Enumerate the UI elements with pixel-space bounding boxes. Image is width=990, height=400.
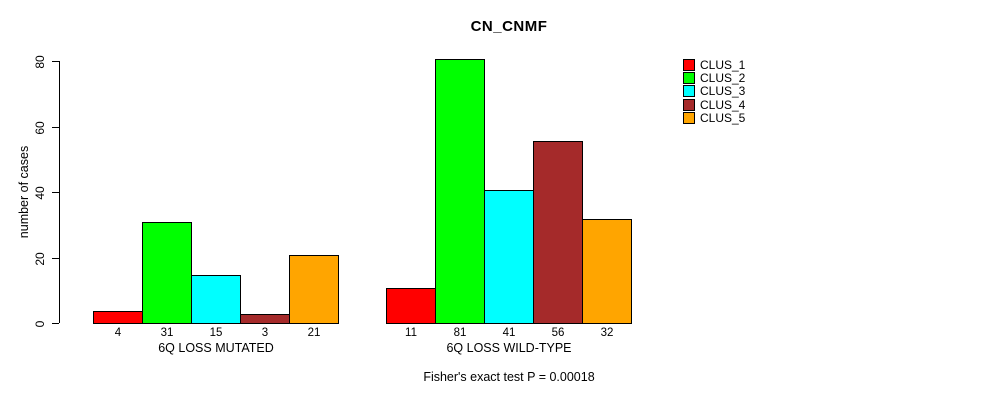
legend-item: CLUS_1 [683,57,746,72]
bar-clus_5-group2 [582,219,632,324]
bar-value-label: 56 [551,327,565,339]
bar-value-label: 4 [114,327,122,339]
bar-value-label: 3 [261,327,269,339]
legend-label: CLUS_1 [700,57,746,72]
y-tick [52,192,59,193]
bar-clus_2-group2 [435,59,485,324]
bar-value-label: 21 [307,327,321,339]
legend-swatch [683,98,695,111]
bar-value-label: 15 [209,327,223,339]
y-axis-label: number of cases [17,145,31,239]
legend-swatch [683,58,695,71]
y-axis-line [59,61,60,323]
legend-swatch [683,72,695,85]
bar-value-label: 32 [600,327,614,339]
legend-item: CLUS_2 [683,71,746,86]
bar-clus_4-group1 [240,314,290,324]
legend-swatch [683,85,695,98]
legend-label: CLUS_3 [700,84,746,99]
y-tick-label: 40 [33,185,47,200]
y-tick-label: 60 [33,120,47,135]
bar-clus_2-group1 [142,222,192,324]
legend-label: CLUS_5 [700,111,746,126]
bar-value-label: 41 [502,327,516,339]
legend-item: CLUS_3 [683,84,746,99]
y-tick-label: 0 [33,320,47,327]
y-tick-label: 20 [33,251,47,266]
bar-clus_3-group2 [484,190,534,324]
bar-clus_1-group1 [93,311,143,324]
legend-label: CLUS_4 [700,97,746,112]
chart-title: CN_CNMF [470,18,548,35]
bar-value-label: 31 [160,327,174,339]
bar-clus_1-group2 [386,288,436,324]
y-tick-label: 80 [33,54,47,69]
y-tick [52,258,59,259]
legend-item: CLUS_5 [683,111,746,126]
legend-label: CLUS_2 [700,71,746,86]
group-label: 6Q LOSS WILD-TYPE [446,341,572,355]
legend-swatch [683,112,695,125]
bar-clus_3-group1 [191,275,241,324]
legend: CLUS_1 CLUS_2 CLUS_3 CLUS_4 CLUS_5 [683,58,745,125]
bar-value-label: 11 [405,327,417,339]
bar-value-label: 81 [453,327,467,339]
y-tick [52,323,59,324]
y-tick [52,61,59,62]
group-label: 6Q LOSS MUTATED [158,341,274,355]
y-tick [52,127,59,128]
annotation-fisher-test: Fisher's exact test P = 0.00018 [423,370,595,384]
legend-item: CLUS_4 [683,97,746,112]
bar-clus_4-group2 [533,141,583,324]
bar-clus_5-group1 [289,255,339,324]
